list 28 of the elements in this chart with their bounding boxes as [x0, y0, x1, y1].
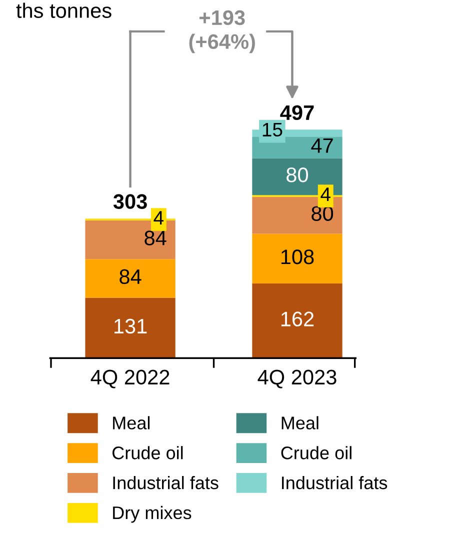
x-tick-label: 4Q 2023: [258, 370, 336, 388]
legend-label: Crude oil: [112, 446, 183, 460]
data-label: 15: [262, 122, 282, 137]
data-label: 4: [320, 188, 330, 202]
text: ths tonnes: [16, 2, 112, 18]
data-label: 84: [120, 269, 142, 284]
bar: [252, 284, 342, 358]
data-label: 80: [312, 206, 334, 221]
bar: [252, 234, 342, 284]
data-label: 80: [286, 168, 308, 182]
legend-label: Dry mixes: [113, 506, 192, 523]
legend-label: Crude oil: [281, 446, 352, 460]
data-label: 162: [281, 312, 314, 326]
legend-label: Industrial fats: [282, 476, 388, 490]
data-label: 4: [154, 211, 164, 225]
data-label: 108: [281, 249, 314, 264]
total-label: 497: [280, 105, 314, 120]
data-label: 84: [144, 230, 166, 246]
legend-label: Industrial fats: [113, 476, 218, 490]
bar: [85, 259, 176, 298]
text: +193 (+64%): [189, 10, 255, 54]
x-tick-label: 4Q 2022: [90, 370, 170, 388]
total-label: 303: [113, 194, 147, 209]
data-label: 47: [311, 138, 333, 153]
bar: [85, 298, 176, 358]
legend-label: Meal: [113, 416, 150, 430]
data-label: 131: [114, 318, 147, 334]
legend-label: Meal: [282, 416, 318, 430]
